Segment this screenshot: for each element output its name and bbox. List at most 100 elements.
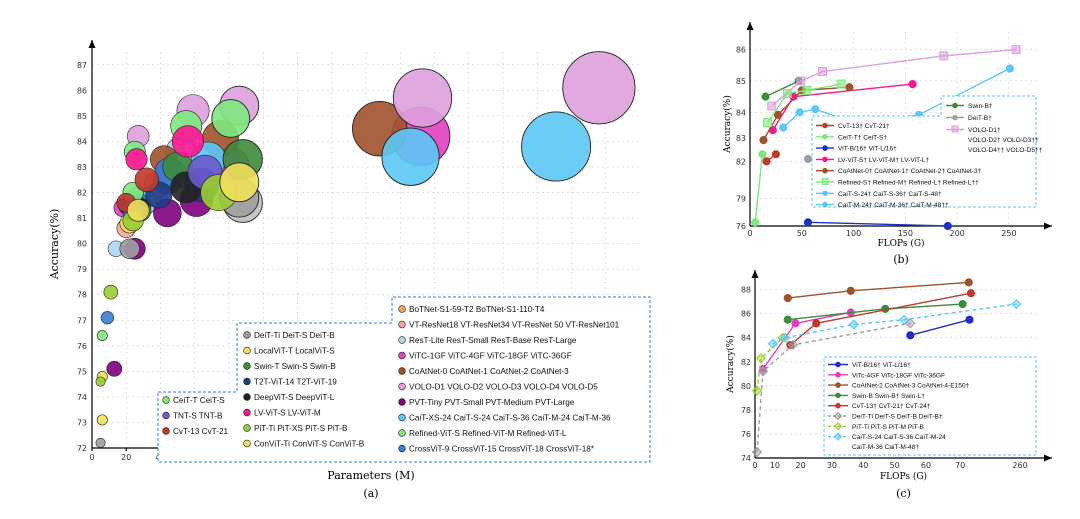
data-point [171,125,204,158]
legend-label: DeiT-Ti DeiT-S DeiT-B [254,331,335,340]
data-point [763,118,773,128]
data-point [1011,45,1021,55]
legend-marker [822,190,828,197]
data-point [95,437,106,448]
x-tick-label: 0 [752,461,757,470]
data-point [95,376,106,387]
legend-marker [952,102,958,109]
legend-label: ViT-B/16† ViT-L/16† [852,362,911,369]
data-point [780,332,791,343]
legend-label: VOLO-D2† VOLO-D3†† [968,137,1039,144]
y-tick-label: 78 [741,406,751,415]
data-point [125,148,148,171]
legend-marker [162,411,170,420]
data-point [782,89,792,99]
y-tick-label: 74 [741,454,751,463]
legend-label: ViTC-1GF ViTC-4GF ViTC-18GF ViTC-36GF [409,352,572,361]
data-point [958,299,967,309]
legend-marker [951,125,959,133]
x-tick-label: 10 [770,461,780,470]
data-point [381,127,440,186]
legend-marker [398,398,406,406]
legend-label: Swin-T Swin-S Swin-B [254,362,336,371]
data-point [134,167,159,192]
x-tick-label: 250 [1001,229,1016,238]
data-point [119,238,140,259]
data-point [943,221,952,231]
y-tick-label: 79 [77,265,87,274]
legend-marker [833,411,843,421]
legend-marker [162,396,170,404]
x-tick-label: 0 [747,229,752,238]
legend-marker [243,424,251,432]
legend-label: VOLO-D4†† VOLO-D5†† [968,147,1043,154]
data-point [758,150,767,159]
legend-label: CoAtNet-0 CoAtNet-1 CoAtNet-2 CoAtNet-3 [409,367,569,376]
legend-marker [833,422,843,431]
data-point [966,289,976,298]
data-point [106,360,123,377]
x-tick-label: 260 [1012,461,1027,470]
y-tick-label: 81 [77,214,87,223]
y-tick-label: 86 [736,46,746,55]
y-tick-label: 76 [736,222,746,231]
legend-marker [243,377,251,386]
legend-marker [398,305,406,313]
legend-marker [398,367,406,375]
legend-label: TNT-S TNT-B [173,412,223,421]
legend-marker [835,382,841,388]
data-point [908,79,917,89]
x-tick-label: 40 [858,461,868,470]
data-point [779,123,788,132]
legend-marker [835,392,841,399]
legend-marker [398,413,406,422]
data-point [803,154,813,164]
legend-marker [822,156,828,163]
panel-b: 0 50 100 150 200 250 76 79 82 83 84 85 86 FLOPs (G) Ac… [722,22,1052,266]
data-point [751,385,763,396]
data-point [759,136,768,145]
legend-marker [822,201,828,208]
data-point [767,101,777,111]
legend-label: CaiT-M-24† CaiT-M-36† CaiT-M-48†† [838,202,949,209]
y-tick-label: 84 [736,108,746,117]
data-point [783,315,792,324]
y-tick-label: 85 [77,112,87,121]
panel-caption: (a) [363,487,378,500]
legend-label: CvT-13† CvT-21† [838,123,890,130]
legend-label: Swin-B† [968,103,993,110]
series-line [787,281,969,299]
legend-marker [952,114,958,121]
data-point [965,315,974,324]
y-axis-title: Accuracy(%) [725,335,736,394]
legend-label: ViT-B/16† ViT-L/16† [838,146,897,153]
legend-label: LocalViT-T LocalViT-S [254,347,335,356]
legend-box [157,296,651,463]
legend-marker [821,178,829,185]
legend-label: T2T-ViT-14 T2T-ViT-19 [254,378,337,387]
data-point [787,339,799,351]
data-point [562,51,636,125]
axis-arrow [751,270,759,278]
x-tick-label: 150 [898,229,913,238]
data-point [812,319,821,328]
data-point [795,108,804,117]
legend-marker [835,361,841,368]
data-point [811,105,820,114]
panel-caption: (c) [896,487,911,500]
axis-arrow [88,40,96,48]
y-tick-label: 75 [77,367,87,376]
legend-label: PiT-Ti PiT-XS PiT-S PiT-B [254,424,348,433]
data-point [127,199,150,222]
data-point [761,92,770,101]
legend-marker [822,134,828,140]
y-tick-label: 82 [77,189,87,198]
series-line [807,221,948,227]
x-tick-label: 50 [797,229,807,238]
data-point [762,157,771,166]
legend-label: DeepViT-S DeepViT-L [254,393,335,402]
data-point [96,330,108,342]
legend-label: CaiT-S-24 CaiT-S-36 CaiT-M-24 [852,434,946,441]
legend-label: CvT-13† CvT-21† CvT-24† [852,403,931,410]
data-point [848,319,860,330]
